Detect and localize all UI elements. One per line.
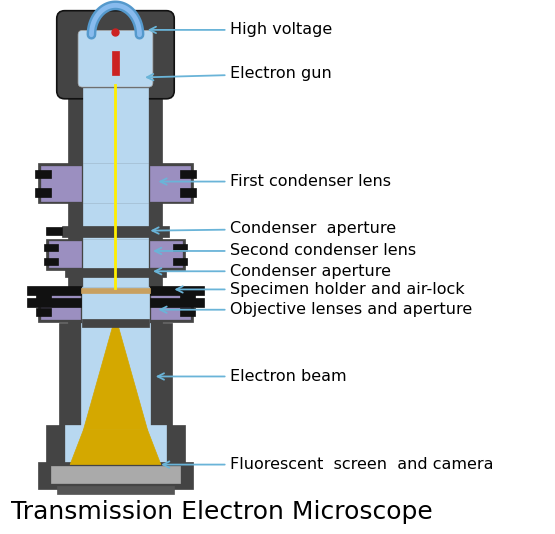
Bar [68,88,163,433]
Polygon shape [70,430,161,465]
Polygon shape [83,326,148,430]
Bar [82,287,149,321]
Bar [38,462,193,489]
Bar [83,239,148,270]
Bar [27,286,81,295]
Text: Condenser aperture: Condenser aperture [155,264,391,279]
Bar [180,293,194,301]
Bar [150,298,204,307]
Bar [44,258,58,265]
Bar [65,268,166,277]
FancyBboxPatch shape [78,30,153,87]
Bar [46,425,185,465]
Text: Specimen holder and air-lock: Specimen holder and air-lock [176,282,465,297]
Bar [83,88,148,433]
Bar [180,188,195,197]
Text: Transmission Electron Microscope: Transmission Electron Microscope [11,500,433,523]
Bar [46,227,62,235]
Text: Electron beam: Electron beam [158,369,347,384]
Text: Electron gun: Electron gun [147,66,332,81]
Bar [112,51,119,75]
Text: Condenser  aperture: Condenser aperture [152,221,396,236]
Bar [173,244,186,250]
Bar [65,425,166,465]
Bar [38,163,193,203]
Bar [37,293,52,301]
Text: Second condenser lens: Second condenser lens [155,244,416,258]
Bar [180,170,195,178]
Bar [41,166,81,200]
Bar [36,188,52,197]
Bar [150,241,182,267]
Bar [49,241,81,267]
Bar [82,319,149,327]
Bar [173,258,186,265]
Bar [83,163,148,203]
Bar [62,226,169,237]
Bar [38,287,193,321]
Bar [52,466,180,483]
Bar [81,323,150,433]
Text: High voltage: High voltage [150,22,332,37]
Bar [57,486,174,494]
FancyBboxPatch shape [57,11,174,99]
Bar [36,170,52,178]
Bar [41,289,80,319]
Bar [46,239,185,270]
Bar [150,166,190,200]
Bar [37,308,52,316]
Text: Objective lenses and aperture: Objective lenses and aperture [160,302,472,317]
Text: First condenser lens: First condenser lens [160,174,391,189]
Bar [81,288,150,293]
Bar [152,289,190,319]
Bar [27,298,81,307]
Bar [59,323,171,433]
Bar [150,286,204,295]
Bar [44,244,58,250]
Bar [180,308,194,316]
Text: Fluorescent  screen  and camera: Fluorescent screen and camera [163,457,494,472]
